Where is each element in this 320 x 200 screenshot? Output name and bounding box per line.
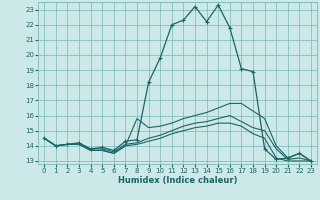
X-axis label: Humidex (Indice chaleur): Humidex (Indice chaleur) (118, 176, 237, 185)
